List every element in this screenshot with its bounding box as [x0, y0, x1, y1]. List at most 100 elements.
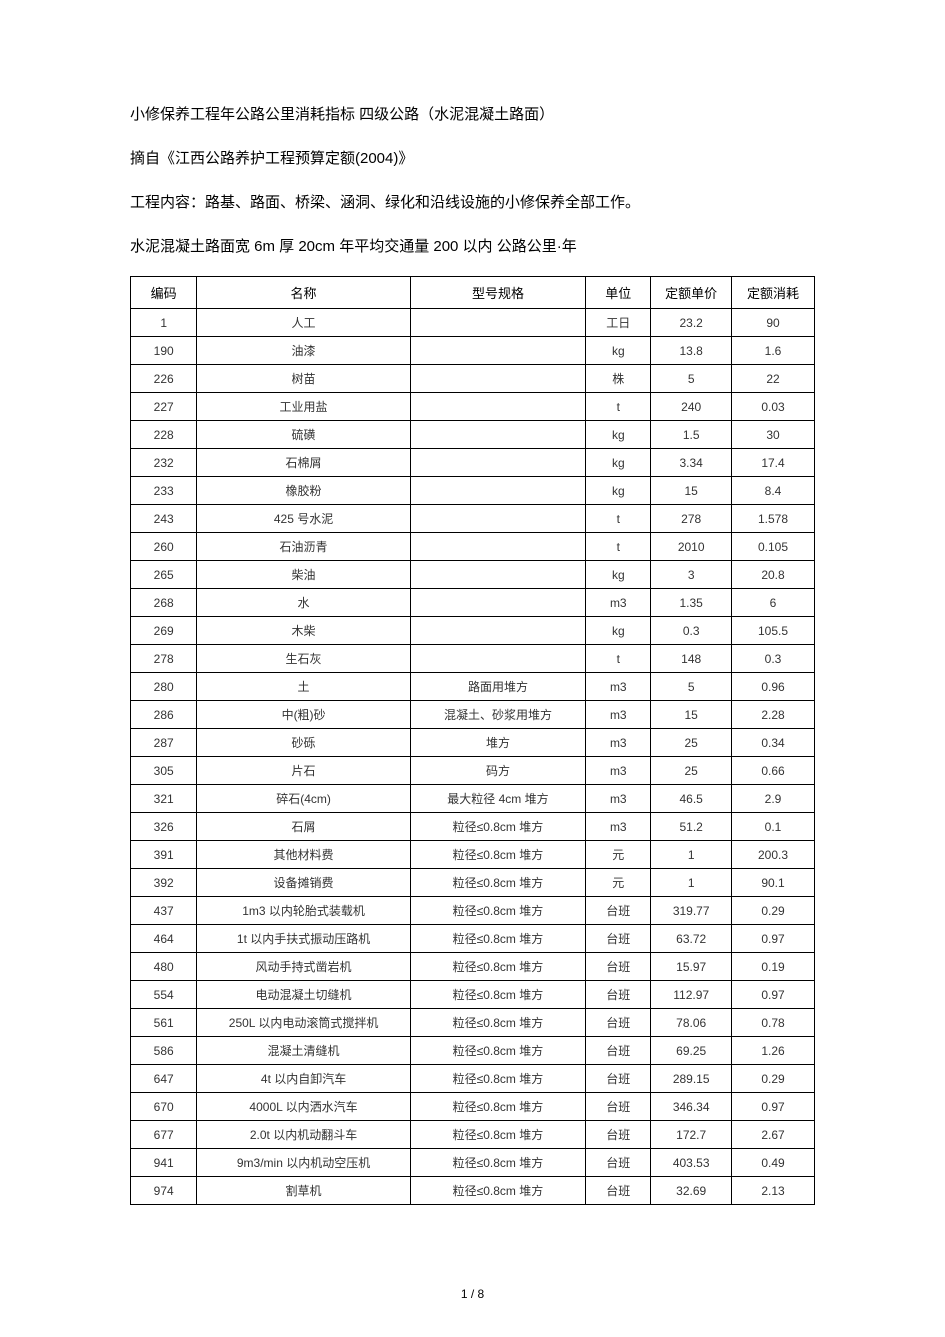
doc-scope: 工程内容：路基、路面、桥梁、涵洞、绿化和沿线设施的小修保养全部工作。 [130, 188, 815, 218]
table-row: 233橡胶粉kg158.4 [131, 477, 815, 505]
table-cell [410, 617, 585, 645]
table-cell [410, 449, 585, 477]
table-row: 260石油沥青t20100.105 [131, 533, 815, 561]
table-cell: 464 [131, 925, 197, 953]
table-cell: 硫磺 [197, 421, 410, 449]
table-cell: kg [586, 477, 651, 505]
table-cell: 台班 [586, 1093, 651, 1121]
table-cell: 321 [131, 785, 197, 813]
col-header-spec: 型号规格 [410, 277, 585, 309]
table-cell: 1.35 [651, 589, 732, 617]
table-cell: 设备摊销费 [197, 869, 410, 897]
table-row: 280土路面用堆方m350.96 [131, 673, 815, 701]
table-cell: kg [586, 449, 651, 477]
table-cell: t [586, 533, 651, 561]
table-cell: 63.72 [651, 925, 732, 953]
table-cell: 电动混凝土切缝机 [197, 981, 410, 1009]
table-cell: 90 [731, 309, 814, 337]
table-body: 1人工工日23.290190油漆kg13.81.6226树苗株522227工业用… [131, 309, 815, 1205]
table-cell: 260 [131, 533, 197, 561]
table-cell: 25 [651, 729, 732, 757]
doc-source: 摘自《江西公路养护工程预算定额(2004)》 [130, 144, 815, 174]
table-cell: 木柴 [197, 617, 410, 645]
table-cell: 289.15 [651, 1065, 732, 1093]
page-footer: 1 / 8 [0, 1287, 945, 1301]
table-cell: 9m3/min 以内机动空压机 [197, 1149, 410, 1177]
table-cell: 粒径≤0.8cm 堆方 [410, 841, 585, 869]
table-cell: 403.53 [651, 1149, 732, 1177]
table-cell: 1.578 [731, 505, 814, 533]
table-cell: 粒径≤0.8cm 堆方 [410, 981, 585, 1009]
table-cell: 台班 [586, 897, 651, 925]
table-cell: 台班 [586, 1037, 651, 1065]
table-cell: 台班 [586, 1009, 651, 1037]
table-cell: 风动手持式凿岩机 [197, 953, 410, 981]
table-cell: 425 号水泥 [197, 505, 410, 533]
table-cell: 混凝土、砂浆用堆方 [410, 701, 585, 729]
table-cell: 346.34 [651, 1093, 732, 1121]
table-cell: 台班 [586, 925, 651, 953]
table-cell: 株 [586, 365, 651, 393]
table-cell: 228 [131, 421, 197, 449]
table-row: 305片石码方m3250.66 [131, 757, 815, 785]
table-cell: 23.2 [651, 309, 732, 337]
table-cell: t [586, 505, 651, 533]
table-cell: 226 [131, 365, 197, 393]
table-cell: 2.28 [731, 701, 814, 729]
col-header-price: 定额单价 [651, 277, 732, 309]
table-cell: 1m3 以内轮胎式装载机 [197, 897, 410, 925]
table-cell [410, 365, 585, 393]
table-cell: 中(粗)砂 [197, 701, 410, 729]
table-cell: 其他材料费 [197, 841, 410, 869]
table-cell: 0.97 [731, 1093, 814, 1121]
table-cell: 243 [131, 505, 197, 533]
doc-spec: 水泥混凝土路面宽 6m 厚 20cm 年平均交通量 200 以内 公路公里·年 [130, 232, 815, 262]
table-cell: m3 [586, 589, 651, 617]
table-cell: 20.8 [731, 561, 814, 589]
table-cell: 0.97 [731, 981, 814, 1009]
table-row: 226树苗株522 [131, 365, 815, 393]
table-cell: 3 [651, 561, 732, 589]
table-cell: 677 [131, 1121, 197, 1149]
table-cell: 190 [131, 337, 197, 365]
table-cell: 台班 [586, 953, 651, 981]
table-cell: 2.0t 以内机动翻斗车 [197, 1121, 410, 1149]
table-cell: 112.97 [651, 981, 732, 1009]
table-cell: 1.6 [731, 337, 814, 365]
table-cell: 46.5 [651, 785, 732, 813]
table-cell: 392 [131, 869, 197, 897]
table-cell: 5 [651, 365, 732, 393]
table-row: 4641t 以内手扶式振动压路机粒径≤0.8cm 堆方台班63.720.97 [131, 925, 815, 953]
table-cell: 586 [131, 1037, 197, 1065]
table-cell: 278 [651, 505, 732, 533]
table-cell: 319.77 [651, 897, 732, 925]
table-cell: 13.8 [651, 337, 732, 365]
col-header-name: 名称 [197, 277, 410, 309]
table-cell [410, 505, 585, 533]
table-cell: 0.03 [731, 393, 814, 421]
table-cell: 割草机 [197, 1177, 410, 1205]
table-cell: 5 [651, 673, 732, 701]
table-cell: 0.105 [731, 533, 814, 561]
table-row: 321碎石(4cm)最大粒径 4cm 堆方m346.52.9 [131, 785, 815, 813]
table-cell: 粒径≤0.8cm 堆方 [410, 1177, 585, 1205]
table-row: 586混凝土清缝机粒径≤0.8cm 堆方台班69.251.26 [131, 1037, 815, 1065]
table-row: 392设备摊销费粒径≤0.8cm 堆方元190.1 [131, 869, 815, 897]
table-cell: 人工 [197, 309, 410, 337]
table-cell: 78.06 [651, 1009, 732, 1037]
table-cell: m3 [586, 673, 651, 701]
consumption-table: 编码 名称 型号规格 单位 定额单价 定额消耗 1人工工日23.290190油漆… [130, 276, 815, 1205]
table-cell: 0.78 [731, 1009, 814, 1037]
table-cell: 90.1 [731, 869, 814, 897]
table-cell [410, 477, 585, 505]
table-cell: 17.4 [731, 449, 814, 477]
table-cell: 2.13 [731, 1177, 814, 1205]
table-cell: 0.29 [731, 897, 814, 925]
table-cell: 0.49 [731, 1149, 814, 1177]
table-cell: 台班 [586, 1177, 651, 1205]
table-cell: 粒径≤0.8cm 堆方 [410, 1037, 585, 1065]
table-row: 278生石灰t1480.3 [131, 645, 815, 673]
table-cell: 391 [131, 841, 197, 869]
table-cell [410, 533, 585, 561]
table-cell: 4t 以内自卸汽车 [197, 1065, 410, 1093]
